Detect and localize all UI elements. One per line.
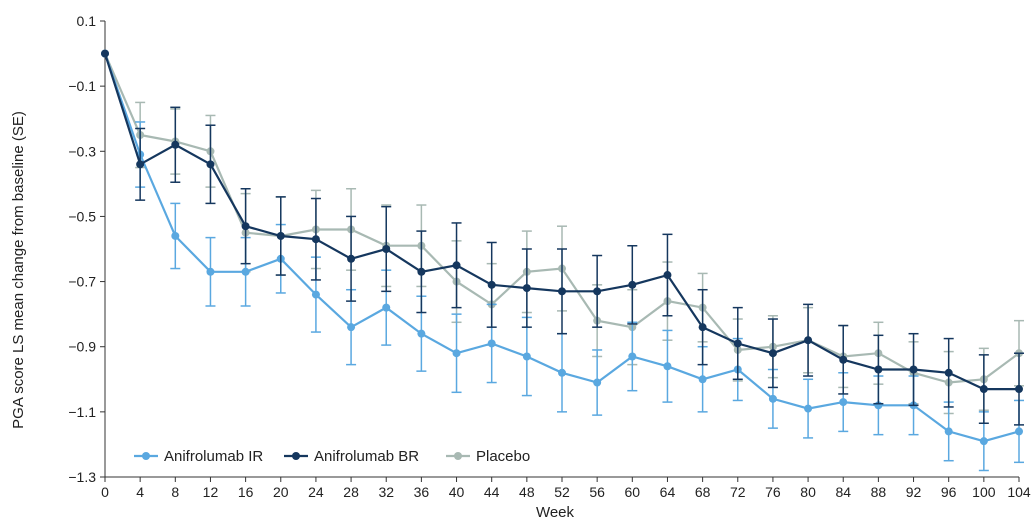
y-tick-label: −0.1 [68, 78, 96, 94]
data-point [241, 222, 250, 231]
data-point [979, 437, 988, 446]
y-tick-label: −1.3 [68, 469, 96, 485]
x-tick-label: 24 [308, 484, 324, 500]
data-point [839, 398, 848, 407]
data-point [171, 140, 180, 149]
y-axis-ticks: 0.1 −0.1 −0.3 −0.5 −0.7 −0.9 −1.1 −1.3 [68, 13, 105, 485]
x-tick-label: 36 [414, 484, 430, 500]
data-point [733, 339, 742, 348]
data-point [206, 267, 215, 276]
x-tick-label: 52 [554, 484, 570, 500]
legend-label: Anifrolumab IR [164, 448, 263, 465]
x-tick-label: 20 [273, 484, 289, 500]
data-point [593, 287, 602, 296]
data-point [311, 235, 320, 244]
legend-label: Anifrolumab BR [314, 448, 419, 465]
x-tick-label: 44 [484, 484, 500, 500]
series-layer [101, 49, 1024, 472]
x-tick-label: 56 [589, 484, 605, 500]
data-point [382, 245, 391, 253]
x-tick-label: 84 [835, 484, 851, 500]
x-tick-label: 28 [343, 484, 359, 500]
x-tick-label: 92 [906, 484, 922, 500]
legend-marker [454, 452, 462, 460]
x-tick-label: 16 [238, 484, 254, 500]
x-tick-label: 32 [378, 484, 394, 500]
data-point [382, 303, 391, 312]
data-point [311, 290, 320, 299]
x-tick-label: 12 [203, 484, 219, 500]
data-point [171, 231, 180, 240]
data-point [452, 349, 461, 358]
x-tick-label: 96 [941, 484, 957, 500]
x-tick-label: 64 [660, 484, 676, 500]
data-point [944, 368, 953, 377]
x-tick-label: 0 [101, 484, 109, 500]
y-tick-label: −1.1 [68, 404, 96, 420]
legend-marker [142, 452, 150, 460]
x-tick-label: 4 [136, 484, 144, 500]
data-point [452, 261, 461, 270]
x-tick-label: 48 [519, 484, 535, 500]
data-point [874, 365, 883, 374]
data-point [487, 280, 496, 289]
data-point [136, 160, 145, 169]
data-point [768, 349, 777, 358]
data-point [698, 375, 707, 384]
data-point [417, 267, 426, 276]
x-axis-ticks: 0 4 8 12 16 20 24 28 32 36 40 44 48 52 56 60 64 68 72 76 80 8… [101, 477, 1031, 500]
x-tick-label: 80 [800, 484, 816, 500]
data-point [628, 352, 637, 361]
x-tick-label: 60 [625, 484, 641, 500]
y-tick-label: −0.5 [68, 208, 96, 224]
data-point [417, 329, 426, 338]
x-tick-label: 72 [730, 484, 746, 500]
data-point [698, 323, 707, 332]
y-tick-label: 0.1 [77, 13, 97, 29]
x-tick-label: 8 [171, 484, 179, 500]
data-point [944, 427, 953, 436]
data-point [522, 284, 531, 293]
data-point [909, 365, 918, 374]
legend-label: Placebo [476, 448, 530, 465]
data-point [206, 160, 215, 169]
data-point [522, 352, 531, 361]
data-point [628, 280, 637, 289]
data-point [101, 49, 109, 58]
data-point [347, 323, 356, 332]
data-point [347, 254, 356, 263]
x-tick-label: 104 [1007, 484, 1031, 500]
data-point [804, 404, 813, 413]
x-tick-label: 40 [449, 484, 465, 500]
data-point [276, 231, 285, 240]
data-point [663, 271, 672, 280]
data-point [558, 368, 566, 377]
data-point [1015, 385, 1023, 394]
data-point [839, 355, 848, 364]
y-tick-label: −0.7 [68, 274, 96, 290]
y-tick-label: −0.3 [68, 143, 96, 159]
data-point [804, 336, 813, 345]
series-anifrolumab-br [101, 49, 1024, 426]
data-point [1015, 427, 1023, 436]
y-tick-label: −0.9 [68, 339, 96, 355]
data-point [593, 378, 602, 387]
x-tick-label: 88 [871, 484, 887, 500]
x-tick-label: 100 [972, 484, 996, 500]
data-point [979, 385, 988, 394]
legend-marker [292, 452, 300, 460]
x-tick-label: 68 [695, 484, 711, 500]
data-point [768, 394, 777, 403]
legend: Anifrolumab IR Anifrolumab BR Placebo [134, 448, 530, 465]
data-point [558, 287, 566, 296]
data-point [487, 339, 496, 348]
data-point [663, 362, 672, 371]
x-tick-label: 76 [765, 484, 781, 500]
x-axis-title: Week [536, 504, 575, 521]
data-point [241, 267, 250, 276]
y-axis-title: PGA score LS mean change from baseline (… [10, 111, 27, 429]
